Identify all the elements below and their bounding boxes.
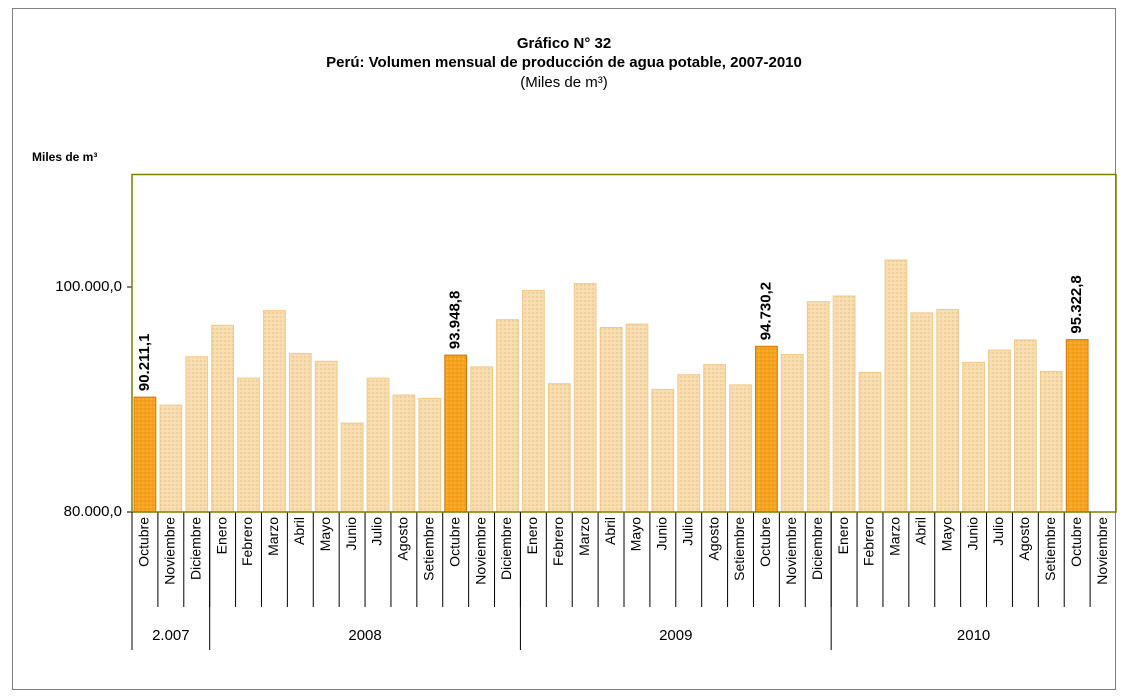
x-tick-label: Junio (343, 517, 359, 551)
x-tick-label: Mayo (317, 517, 333, 551)
bar (858, 372, 882, 513)
bar (159, 404, 183, 513)
bar (729, 384, 752, 513)
chart-subtitle: Perú: Volumen mensual de producción de a… (326, 54, 802, 71)
x-tick-label: Octubre (446, 517, 462, 567)
bar (1039, 370, 1063, 513)
y-tick-label: 80.000,0 (64, 503, 122, 520)
x-tick-label: Setiembre (731, 517, 747, 581)
x-tick-label: Mayo (938, 517, 954, 551)
bar (651, 388, 675, 513)
bar (703, 364, 727, 513)
bar (496, 319, 519, 513)
bar (884, 259, 908, 513)
x-tick-label: Febrero (550, 517, 566, 566)
y-axis-label: Miles de m³ (32, 150, 97, 164)
chart-title: Gráfico N° 32 (517, 35, 611, 52)
chart-unit: (Miles de m³) (520, 74, 608, 91)
bar (677, 374, 701, 513)
bar (288, 352, 312, 513)
x-tick-label: Noviembre (1094, 517, 1110, 585)
bar (133, 396, 157, 513)
group-label: 2010 (957, 627, 990, 644)
x-tick-label: Noviembre (783, 517, 799, 585)
x-tick-label: Marzo (576, 517, 592, 556)
bar (936, 309, 960, 513)
plot-area (131, 173, 1117, 513)
bar (185, 356, 209, 513)
bar (340, 422, 364, 513)
x-tick-label: Enero (835, 517, 851, 555)
x-tick-label: Julio (369, 517, 385, 546)
x-tick-label: Noviembre (472, 517, 488, 585)
bar (366, 377, 390, 513)
bar (988, 349, 1011, 513)
bar (418, 397, 442, 513)
bar (962, 361, 985, 513)
x-tick-label: Noviembre (162, 517, 178, 585)
value-label: 93.948,8 (447, 291, 464, 349)
bar (263, 310, 286, 513)
x-tick-label: Junio (654, 517, 670, 551)
bar (755, 345, 778, 513)
x-tick-label: Mayo (628, 517, 644, 551)
bar (547, 383, 571, 513)
x-tick-label: Agosto (705, 517, 721, 561)
bar (832, 295, 856, 513)
x-tick-label: Abril (291, 517, 307, 545)
x-tick-label: Agosto (395, 517, 411, 561)
x-tick-label: Setiembre (1042, 517, 1058, 581)
x-tick-label: Agosto (1016, 517, 1032, 561)
value-label: 90.211,1 (136, 334, 153, 392)
group-label: 2008 (348, 627, 381, 644)
bar (910, 312, 934, 513)
x-tick-label: Abril (602, 517, 618, 545)
group-label: 2009 (659, 627, 692, 644)
bar (599, 327, 623, 513)
group-label: 2.007 (152, 627, 190, 644)
x-tick-label: Setiembre (420, 517, 436, 581)
bar (1065, 339, 1089, 513)
x-tick-label: Julio (679, 517, 695, 546)
x-tick-label: Marzo (265, 517, 281, 556)
x-tick-label: Marzo (887, 517, 903, 556)
bar (806, 301, 830, 513)
x-tick-label: Diciembre (498, 517, 514, 580)
bar (237, 377, 260, 513)
bar (444, 354, 468, 513)
x-tick-label: Febrero (861, 517, 877, 566)
bar (470, 366, 493, 513)
x-tick-label: Abril (912, 517, 928, 545)
x-tick-label: Octubre (1068, 517, 1084, 567)
x-tick-label: Julio (990, 517, 1006, 546)
y-tick-label: 100.000,0 (55, 278, 122, 295)
bar (573, 283, 597, 513)
bar (211, 324, 235, 513)
x-tick-label: Enero (524, 517, 540, 555)
bar (780, 354, 804, 513)
x-tick-label: Octubre (757, 517, 773, 567)
x-tick-label: Diciembre (187, 517, 203, 580)
x-tick-label: Octubre (136, 517, 152, 567)
bar (625, 323, 649, 513)
x-tick-label: Enero (213, 517, 229, 555)
x-tick-label: Febrero (239, 517, 255, 566)
bar (1013, 339, 1037, 513)
x-tick-label: Junio (964, 517, 980, 551)
bar (392, 394, 416, 513)
value-label: 94.730,2 (757, 282, 774, 340)
bar (314, 360, 338, 513)
value-label: 95.322,8 (1068, 275, 1085, 333)
x-tick-label: Diciembre (809, 517, 825, 580)
bar (521, 289, 545, 513)
